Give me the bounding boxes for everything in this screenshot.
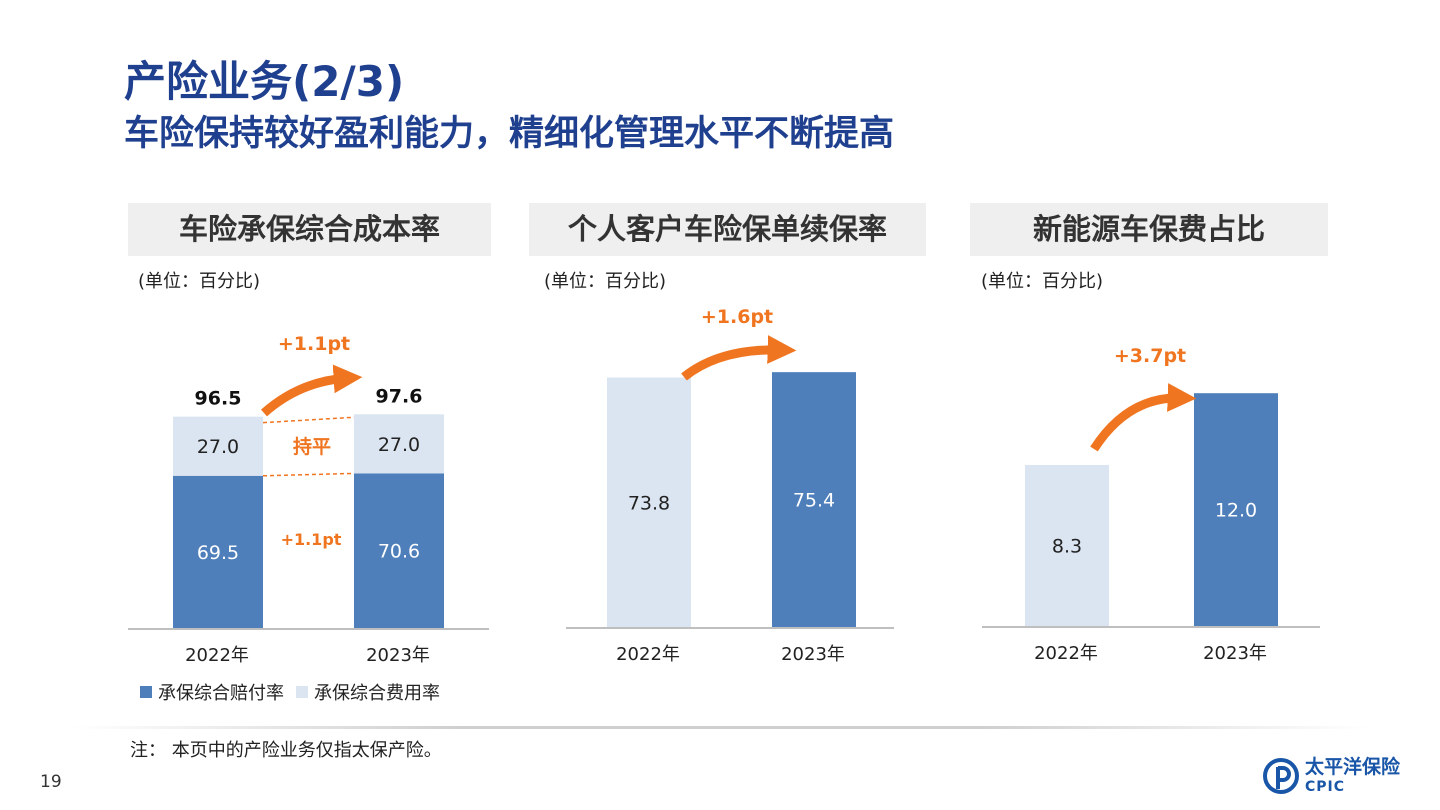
chart1-total-change: +1.1pt	[278, 333, 350, 355]
legend-swatch-expense	[296, 686, 308, 698]
legend-swatch-claims	[140, 686, 152, 698]
chart3-bar-2022	[1025, 464, 1109, 626]
chart2-xtick-2023: 2023年	[781, 644, 845, 665]
chart3-label-2022: 8.3	[1052, 535, 1082, 557]
chart3-unit-note: (单位：百分比)	[981, 271, 1104, 292]
chart1-title: 车险承保综合成本率	[128, 203, 491, 256]
logo-name-en: CPIC	[1305, 779, 1346, 795]
chart3-bar-2023	[1194, 393, 1278, 626]
chart1-label-2022-expense: 27.0	[197, 436, 239, 458]
chart2-label-2023: 75.4	[793, 490, 835, 512]
chart2-bar-2023	[772, 372, 856, 627]
legend-label-claims: 承保综合赔付率	[158, 683, 284, 704]
chart3-xtick-2023: 2023年	[1203, 643, 1267, 664]
chart3-label-2023: 12.0	[1215, 500, 1257, 522]
chart1-legend: 承保综合赔付率 承保综合费用率	[140, 679, 452, 705]
chart1-total-2023: 97.6	[376, 385, 423, 407]
page-number: 19	[40, 772, 62, 792]
footer-note: 注： 本页中的产险业务仅指太保产险。	[130, 740, 442, 761]
chart2-title: 个人客户车险保单续保率	[529, 203, 926, 256]
logo-name-cn: 太平洋保险	[1305, 756, 1401, 778]
cpic-logo-icon	[1263, 758, 1299, 794]
chart3-xtick-2022: 2022年	[1034, 643, 1098, 664]
chart3-change-label: +3.7pt	[1114, 345, 1186, 367]
chart1-xtick-2023: 2023年	[366, 645, 430, 666]
chart1-change-arrow	[261, 364, 363, 417]
legend-item-expense: 承保综合费用率	[296, 679, 440, 705]
chart1-lower-change: +1.1pt	[281, 530, 342, 549]
page-title: 产险业务(2/3)	[124, 57, 405, 106]
legend-item-claims: 承保综合赔付率	[140, 679, 284, 705]
chart3-title: 新能源车保费占比	[970, 203, 1328, 256]
chart3-change-arrow	[1090, 383, 1197, 452]
page-subtitle: 车险保持较好盈利能力，精细化管理水平不断提高	[124, 114, 895, 154]
chart2-label-2022: 73.8	[628, 492, 670, 514]
chart1-bar-2022-claims	[173, 475, 263, 628]
chart1-bar-2023-claims	[354, 473, 444, 628]
chart1-total-2022: 96.5	[195, 388, 242, 410]
cpic-logo: 太平洋保险 CPIC	[1263, 758, 1400, 794]
chart2-bar-2022	[607, 377, 691, 627]
chart1-bar-2023-expense	[354, 414, 444, 474]
chart1-label-2023-expense: 27.0	[378, 434, 420, 456]
chart1-label-2023-claims: 70.6	[378, 541, 420, 563]
chart1-xtick-2022: 2022年	[185, 645, 249, 666]
legend-label-expense: 承保综合费用率	[314, 683, 440, 704]
chart2-change-label: +1.6pt	[701, 306, 773, 328]
chart2-change-arrow	[681, 335, 797, 381]
chart1-label-2022-claims: 69.5	[197, 542, 239, 564]
footer-divider	[70, 726, 1370, 729]
chart1-bar-2022-expense	[173, 416, 263, 476]
chart2-xtick-2022: 2022年	[616, 644, 680, 665]
chart1-unit-note: (单位：百分比)	[138, 271, 261, 292]
chart1-dashed-connector-mid	[262, 472, 355, 477]
chart2-unit-note: (单位：百分比)	[544, 271, 667, 292]
chart1-upper-change: 持平	[293, 435, 331, 458]
chart1-dashed-connector-top	[262, 416, 355, 424]
